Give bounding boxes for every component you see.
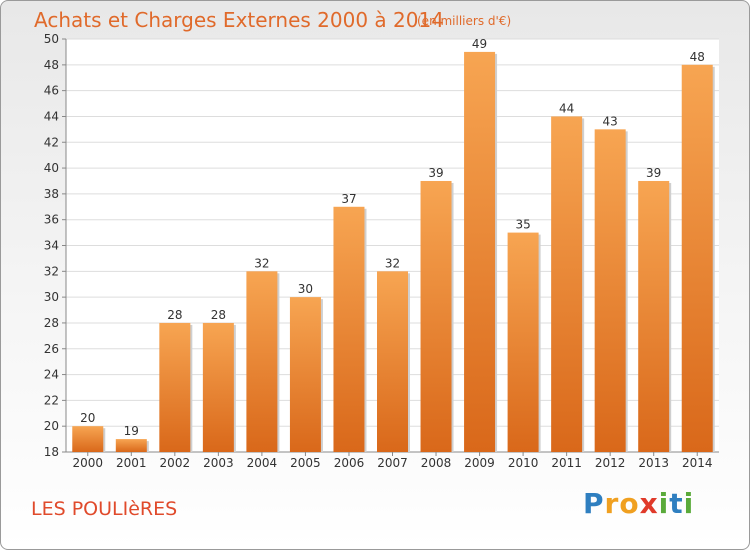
bar xyxy=(638,180,670,452)
brand-letter: r xyxy=(604,487,620,520)
bar xyxy=(333,206,365,452)
y-tick-label: 22 xyxy=(44,393,59,407)
data-label: 39 xyxy=(428,166,443,180)
data-label: 30 xyxy=(298,282,313,296)
x-tick-label: 2003 xyxy=(203,456,234,470)
data-label: 49 xyxy=(472,37,487,51)
data-label: 28 xyxy=(167,308,182,322)
bar xyxy=(551,116,583,452)
data-label: 20 xyxy=(80,411,95,425)
x-tick-label: 2011 xyxy=(551,456,582,470)
x-tick-label: 2000 xyxy=(72,456,103,470)
x-tick-label: 2013 xyxy=(638,456,669,470)
y-tick-label: 46 xyxy=(44,84,59,98)
x-tick-label: 2006 xyxy=(334,456,365,470)
y-tick-label: 48 xyxy=(44,58,59,72)
bar xyxy=(420,180,452,452)
x-tick-label: 2009 xyxy=(464,456,495,470)
data-label: 48 xyxy=(690,50,705,64)
chart-subtitle: (en milliers d'€) xyxy=(417,14,512,28)
data-label: 44 xyxy=(559,101,574,115)
x-tick-label: 2012 xyxy=(595,456,626,470)
bar xyxy=(377,271,408,452)
data-label: 19 xyxy=(124,424,139,438)
x-tick-label: 2001 xyxy=(116,456,147,470)
brand-letter: P xyxy=(583,487,605,520)
bar xyxy=(507,232,539,452)
data-label: 39 xyxy=(646,166,661,180)
data-label: 35 xyxy=(515,218,530,232)
data-label: 43 xyxy=(603,114,618,128)
brand-letter: t xyxy=(669,487,684,520)
bar xyxy=(159,322,191,452)
y-tick-label: 24 xyxy=(44,368,59,382)
x-tick-label: 2007 xyxy=(377,456,408,470)
y-tick-label: 32 xyxy=(44,264,59,278)
data-label: 32 xyxy=(385,256,400,270)
brand-letter: o xyxy=(619,487,640,520)
bar xyxy=(289,297,321,452)
y-tick-label: 40 xyxy=(44,161,59,175)
y-tick-label: 44 xyxy=(44,109,59,123)
y-tick-label: 20 xyxy=(44,419,59,433)
data-label: 28 xyxy=(211,308,226,322)
brand-letter: i xyxy=(658,487,670,520)
bar xyxy=(594,129,626,452)
chart-title: Achats et Charges Externes 2000 à 2014 xyxy=(34,8,444,32)
data-label: 37 xyxy=(341,192,356,206)
y-tick-label: 36 xyxy=(44,213,59,227)
y-tick-label: 18 xyxy=(44,445,59,459)
x-tick-label: 2008 xyxy=(421,456,452,470)
y-tick-label: 50 xyxy=(44,32,59,46)
y-tick-label: 28 xyxy=(44,316,59,330)
location-label: LES POULIèRES xyxy=(31,498,178,520)
bar xyxy=(246,271,278,452)
y-tick-label: 26 xyxy=(44,342,59,356)
x-tick-label: 2002 xyxy=(160,456,191,470)
y-tick-label: 38 xyxy=(44,187,59,201)
bar xyxy=(464,51,496,452)
bar xyxy=(681,64,713,452)
x-tick-label: 2004 xyxy=(247,456,278,470)
x-tick-label: 2014 xyxy=(682,456,713,470)
proxiti-logo: Proxiti xyxy=(583,487,694,520)
x-tick-label: 2010 xyxy=(508,456,539,470)
brand-letter: x xyxy=(639,487,659,520)
x-tick-label: 2005 xyxy=(290,456,321,470)
y-tick-label: 42 xyxy=(44,135,59,149)
brand-letter: i xyxy=(683,487,695,520)
bar xyxy=(115,439,147,452)
y-tick-label: 34 xyxy=(44,239,59,253)
bar xyxy=(202,322,234,452)
bar xyxy=(72,426,104,452)
y-tick-label: 30 xyxy=(44,290,59,304)
data-label: 32 xyxy=(254,256,269,270)
